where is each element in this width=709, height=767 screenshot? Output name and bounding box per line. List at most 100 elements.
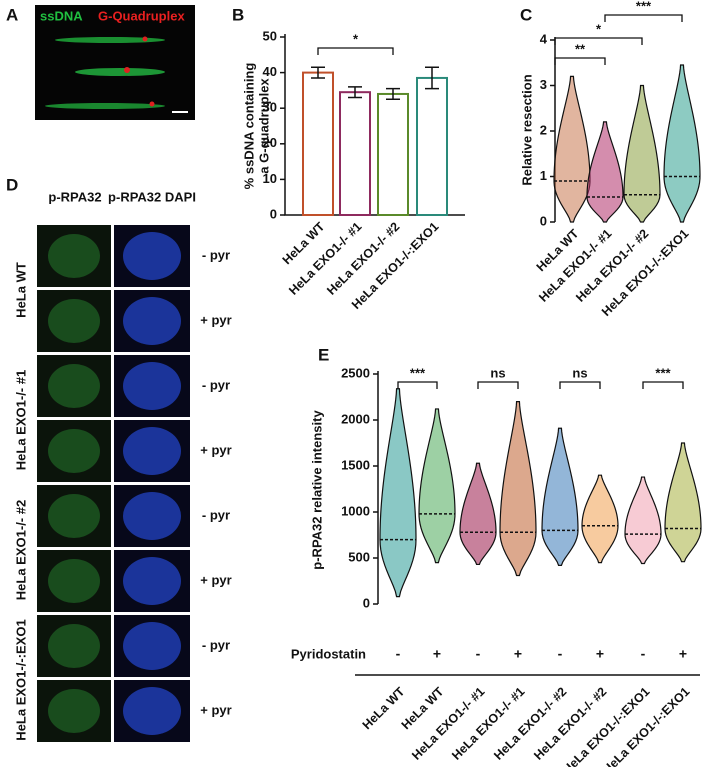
significance-label: * [596,21,602,36]
violin [553,75,591,223]
violin [624,476,662,565]
significance-label: ** [575,41,586,56]
violin [418,408,456,564]
nucleus-blue [123,557,181,605]
panel-letter: A [6,5,18,24]
significance-bracket [397,381,438,389]
nucleus-green [48,559,100,603]
y-tick-label: 2000 [341,411,370,426]
error-bar [386,87,400,101]
condition-label: + pyr [200,572,231,587]
y-axis-label: p-RPA32 relative intensity [309,410,324,570]
nucleus-blue [123,687,181,735]
label-g4: G-Quadruplex [98,8,185,23]
y-tick-label: 40 [263,64,277,79]
y-tick-label: 1 [540,168,547,183]
treatment-label: + [433,646,441,662]
nucleus-blue [123,622,181,670]
nucleus-green [48,364,100,408]
panel-letter: B [232,5,244,24]
nucleus-green [48,624,100,668]
y-tick-label: 1500 [341,457,370,472]
x-tick-label: HeLa EXO1-/- #2 [531,685,609,763]
violin [379,388,417,598]
panel-letter: D [6,175,18,194]
chart: 0 10 20 30 40 50 % ssDNA containing a G-quadrup… [241,28,465,312]
significance-label: * [353,31,359,46]
violin [664,442,702,563]
significance-bracket [642,381,684,389]
significance-label: *** [410,365,426,380]
y-axis-label: a G-quadruplex [256,78,271,174]
y-tick-label: 1000 [341,503,370,518]
violin [581,474,619,564]
treatment-label: - [558,646,563,662]
label-ssdna: ssDNA [40,8,83,23]
condition-label: - pyr [202,637,230,652]
error-bar [348,86,362,99]
bar [302,71,334,216]
significance-bracket [477,381,519,389]
x-tick-label: HeLa EXO1-/- #1 [409,685,487,763]
condition-label: - pyr [202,507,230,522]
significance-label: ns [572,365,587,380]
column-header: p-RPA32 [48,189,101,204]
nucleus-blue [123,492,181,540]
treatment-label: - [476,646,481,662]
y-tick-label: 50 [263,28,277,43]
group-label: HeLa WT [13,262,28,318]
significance-bracket [559,381,601,389]
significance-bracket [317,47,394,55]
violin [541,427,579,566]
violin [499,401,537,577]
nucleus-blue [123,362,181,410]
y-tick-label: 0 [363,595,370,610]
bar [416,76,448,216]
y-axis-label: % ssDNA containing [241,63,256,190]
condition-label: + pyr [200,442,231,457]
significance-label: *** [636,0,652,13]
group-label: HeLa EXO1-/- #1 [13,370,28,470]
x-tick-label: HeLa EXO1-/- #2 [324,220,402,298]
condition-label: - pyr [202,247,230,262]
condition-label: - pyr [202,377,230,392]
nucleus-green [48,689,100,733]
y-tick-label: 2500 [341,365,370,380]
significance-bracket [554,57,606,65]
violin [623,84,661,223]
treatment-label: + [679,646,687,662]
group-label: HeLa EXO1-/- #2 [13,500,28,600]
y-tick-label: 0 [540,213,547,228]
y-tick-label: 0 [270,206,277,221]
nucleus-green [48,494,100,538]
nucleus-green [48,299,100,343]
nucleus-green [48,234,100,278]
error-bar [311,66,325,79]
nucleus-blue [123,232,181,280]
violin [586,121,624,223]
violin [459,462,497,566]
y-tick-label: 500 [348,549,370,564]
panel-letter: E [318,345,329,364]
y-tick-label: 20 [263,135,277,150]
nucleus-green [48,429,100,473]
violin [663,64,701,223]
significance-label: ns [490,365,505,380]
treatment-label: - [396,646,401,662]
bar [377,92,409,216]
condition-label: + pyr [200,702,231,717]
y-tick-label: 10 [263,171,277,186]
dna-fibers [45,36,188,113]
y-tick-label: 30 [263,100,277,115]
y-tick-label: 4 [540,31,548,46]
condition-label: + pyr [200,312,231,327]
treatment-label: + [514,646,522,662]
treatment-label: + [596,646,604,662]
significance-bracket [604,14,683,22]
error-bar [425,66,439,90]
bar [339,91,371,216]
panel-letter: C [520,5,532,24]
nucleus-blue [123,297,181,345]
